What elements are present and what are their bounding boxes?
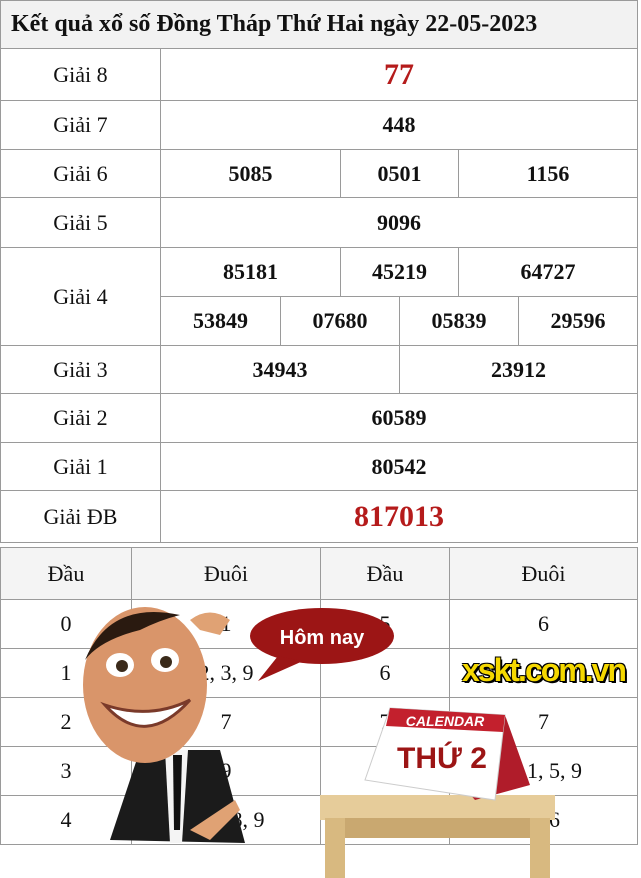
- page-title: Kết quả xổ số Đồng Tháp Thứ Hai ngày 22-…: [0, 0, 638, 49]
- header-dau: Đầu: [320, 547, 450, 600]
- prize-label: Giải 6: [0, 149, 161, 198]
- prize-4-value: 05839: [399, 296, 519, 346]
- prize-6-value: 1156: [458, 149, 638, 198]
- prize-label: Giải 3: [0, 345, 161, 394]
- header-duoi: Đuôi: [131, 547, 321, 600]
- header-duoi: Đuôi: [449, 547, 638, 600]
- prize-label: Giải 7: [0, 100, 161, 150]
- watermark-logo: xskt.com.vn: [462, 652, 627, 688]
- calendar-day: THỨ 2: [397, 741, 487, 775]
- prize-3-value: 23912: [399, 345, 638, 394]
- prize-2-value: 60589: [160, 393, 638, 443]
- header-dau: Đầu: [0, 547, 132, 600]
- prize-8-value: 77: [160, 48, 638, 101]
- speech-bubble: Hôm nay: [250, 608, 394, 681]
- prize-4-value: 53849: [160, 296, 281, 346]
- prize-5-value: 9096: [160, 197, 638, 248]
- loto-duoi: 6: [449, 599, 638, 649]
- bubble-text: Hôm nay: [280, 627, 365, 649]
- loto-dau: 3: [0, 746, 132, 796]
- prize-3-value: 34943: [160, 345, 400, 394]
- prize-1-value: 80542: [160, 442, 638, 491]
- prize-label: Giải ĐB: [0, 490, 161, 543]
- prize-7-value: 448: [160, 100, 638, 150]
- calendar-header: CALENDAR: [406, 713, 485, 729]
- prize-6-value: 5085: [160, 149, 341, 198]
- loto-duoi: [449, 648, 638, 698]
- prize-4-value: 29596: [518, 296, 638, 346]
- special-prize-value: 817013: [160, 490, 638, 543]
- prize-label: Giải 1: [0, 442, 161, 491]
- prize-4-value: 85181: [160, 247, 341, 297]
- prize-label: Giải 4: [0, 247, 161, 346]
- calendar-image: CALENDAR THỨ 2: [320, 707, 555, 878]
- cartoon-man-image: [83, 607, 245, 843]
- prize-label: Giải 5: [0, 197, 161, 248]
- prize-4-value: 45219: [340, 247, 459, 297]
- prize-label: Giải 2: [0, 393, 161, 443]
- prize-6-value: 0501: [340, 149, 459, 198]
- prize-4-value: 07680: [280, 296, 400, 346]
- prize-4-value: 64727: [458, 247, 638, 297]
- prize-label: Giải 8: [0, 48, 161, 101]
